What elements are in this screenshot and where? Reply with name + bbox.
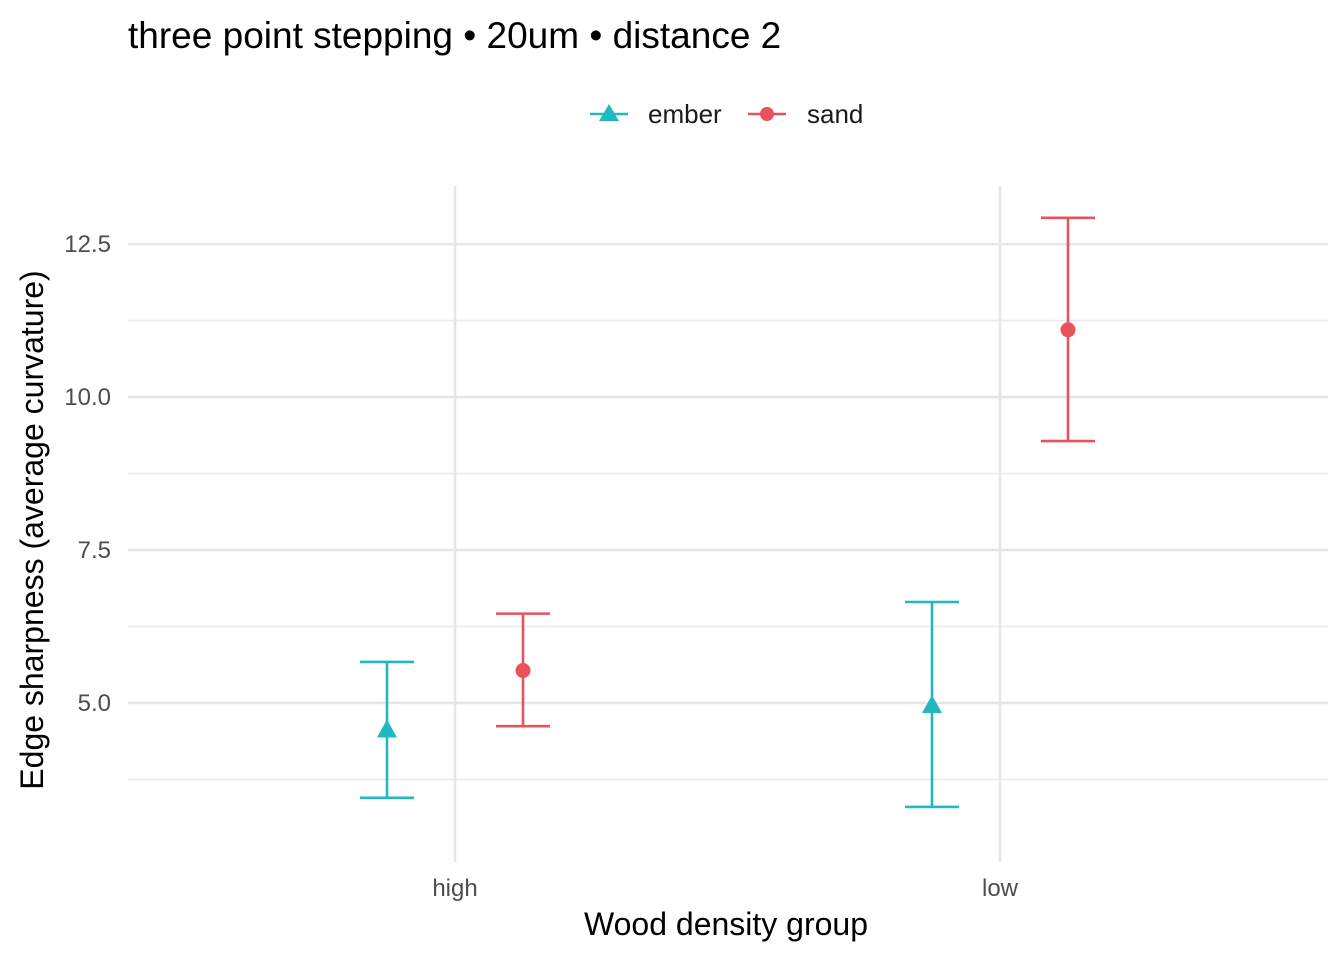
x-tick-label-low: low (982, 875, 1019, 902)
legend-item-sand: sand (748, 99, 863, 129)
y-tick-label: 5.0 (78, 690, 111, 717)
legend: ember sand (590, 99, 863, 129)
y-tick-label: 12.5 (64, 231, 111, 258)
sand-low-errorbar (1041, 216, 1095, 443)
grid (128, 186, 1328, 862)
ember-high-errorbar (360, 660, 414, 800)
legend-ember-triangle-icon (599, 104, 619, 121)
legend-item-ember: ember (590, 99, 722, 129)
sand-low-point (1060, 322, 1076, 338)
ember-low-errorbar (905, 600, 959, 809)
y-tick-label: 7.5 (78, 537, 111, 564)
legend-ember-label: ember (648, 99, 722, 129)
chart-title: three point stepping • 20um • distance 2 (128, 15, 781, 56)
x-axis-ticks: high low (432, 875, 1018, 902)
ember-high-point (377, 719, 397, 738)
x-axis-title: Wood density group (584, 906, 868, 942)
legend-sand-circle-icon (760, 107, 774, 121)
y-tick-label: 10.0 (64, 384, 111, 411)
y-axis-ticks: 5.0 7.5 10.0 12.5 (64, 231, 111, 717)
legend-sand-label: sand (807, 99, 863, 129)
x-tick-label-high: high (432, 875, 477, 902)
plot-panel (128, 186, 1328, 862)
y-axis-title: Edge sharpness (average curvature) (14, 270, 50, 789)
sand-high-errorbar (496, 612, 550, 728)
sand-high-point (515, 663, 531, 679)
ember-low-point (922, 695, 942, 713)
data-marks (360, 216, 1095, 809)
